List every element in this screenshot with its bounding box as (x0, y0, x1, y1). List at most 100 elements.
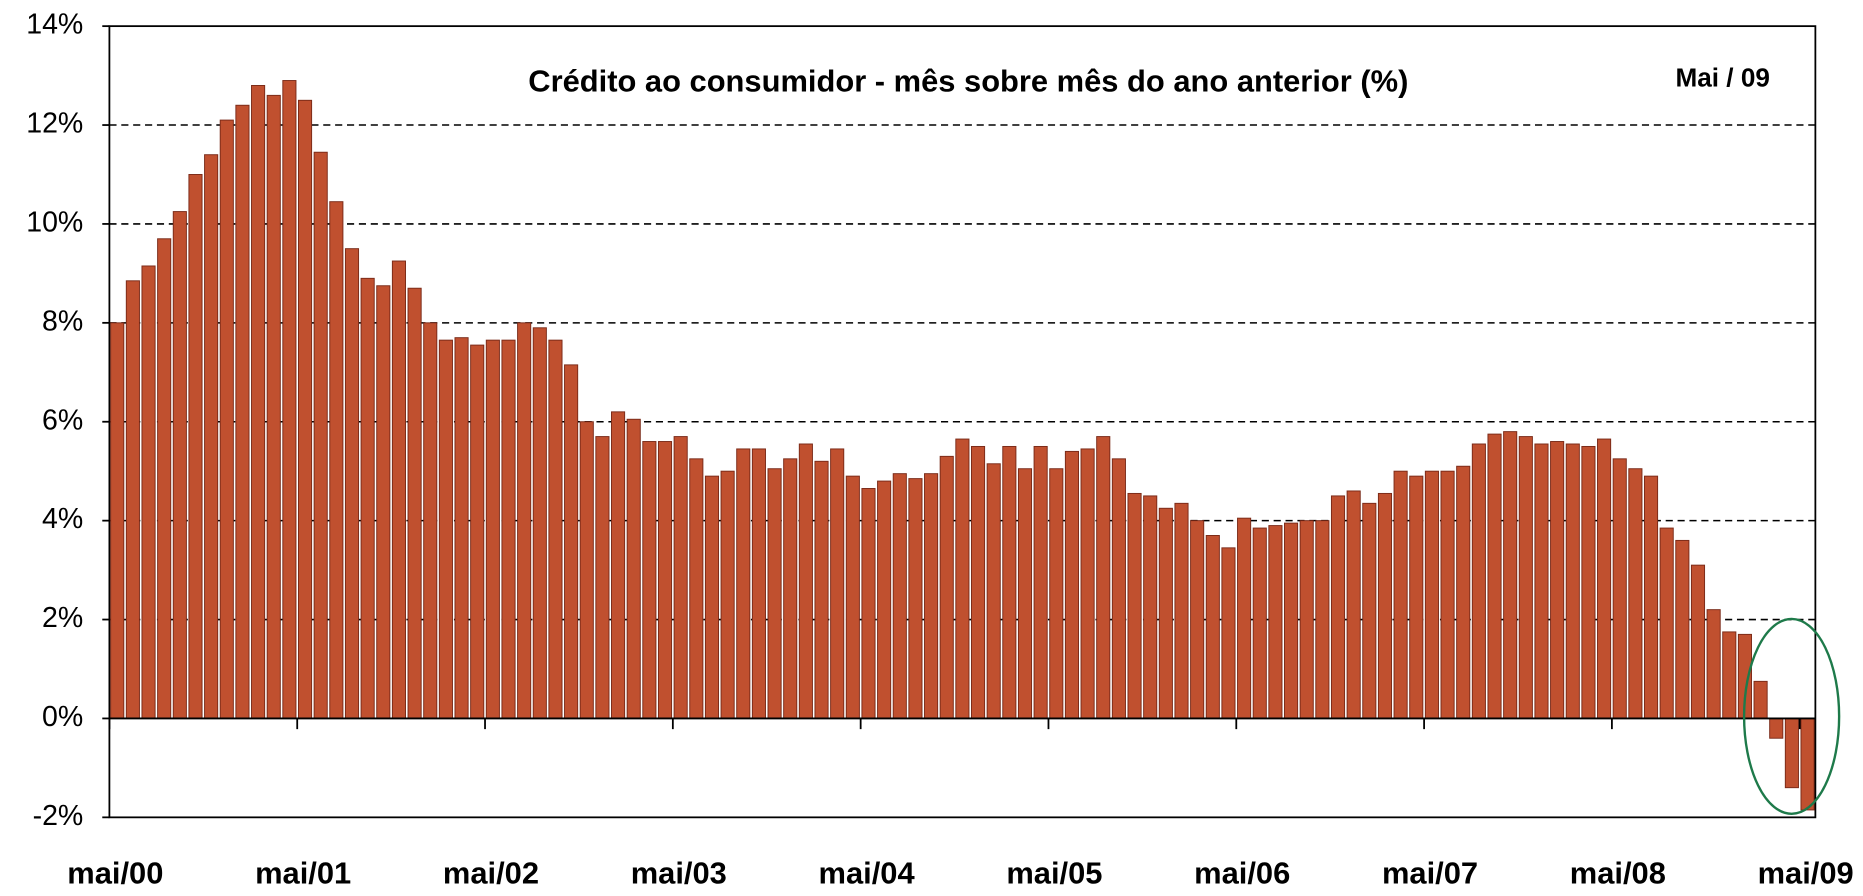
bar (423, 322, 438, 719)
bar (1205, 535, 1220, 719)
bar (1268, 525, 1283, 719)
bar (1800, 717, 1815, 811)
bar (1064, 450, 1079, 719)
x-tick-label: mai/05 (1006, 856, 1102, 891)
bar (798, 443, 813, 719)
bar (1299, 520, 1314, 719)
bar (204, 154, 219, 719)
bar (1424, 470, 1439, 719)
bar (329, 201, 344, 719)
bar (1518, 436, 1533, 719)
bar (282, 80, 297, 719)
bar (1784, 717, 1799, 789)
bar (1158, 507, 1173, 719)
bar (1049, 468, 1064, 719)
bar (1127, 492, 1142, 719)
bar (736, 448, 751, 719)
bar (1377, 492, 1393, 719)
bar (1409, 475, 1424, 719)
bar (830, 448, 845, 719)
y-tick-label: 8% (42, 305, 83, 337)
y-tick-label: 4% (42, 503, 83, 535)
bar (595, 436, 610, 719)
bar (1190, 520, 1205, 719)
bar (783, 458, 798, 719)
bar (391, 260, 406, 719)
bar (642, 441, 657, 719)
bar (689, 458, 704, 719)
bar (720, 470, 735, 719)
bar (219, 119, 234, 719)
bar (141, 265, 156, 719)
bar (407, 287, 422, 719)
y-tick-label: 10% (26, 206, 83, 238)
x-tick-label: mai/08 (1570, 856, 1666, 891)
bar (1722, 631, 1737, 719)
bar (1487, 433, 1502, 719)
bar (939, 455, 954, 719)
bar (501, 339, 516, 719)
bar (673, 436, 688, 719)
y-tick-label: 14% (26, 9, 83, 41)
bar (157, 238, 172, 719)
bar (438, 339, 453, 719)
x-tick-label: mai/06 (1194, 856, 1290, 891)
y-tick-label: 0% (42, 701, 83, 733)
bar (1111, 458, 1126, 719)
bar (1362, 502, 1377, 719)
bar (1143, 495, 1158, 719)
bar (110, 322, 125, 719)
bar (1675, 539, 1690, 719)
bar (704, 475, 720, 719)
bar (188, 174, 203, 719)
x-tick-label: mai/09 (1758, 856, 1854, 891)
bar (344, 248, 360, 719)
bar (1096, 436, 1111, 719)
bar (908, 478, 923, 719)
bar (376, 285, 391, 719)
bar (1659, 527, 1674, 719)
bar (955, 438, 970, 719)
y-tick-label: -2% (33, 800, 84, 832)
bar (454, 337, 469, 719)
bar (1690, 564, 1706, 719)
bar (861, 488, 876, 719)
bar (1221, 547, 1236, 719)
bar (970, 445, 986, 719)
bar (266, 94, 281, 719)
bar (1033, 445, 1048, 719)
bar (125, 280, 140, 719)
bar (1237, 517, 1252, 719)
bar (1017, 468, 1033, 719)
bar (751, 448, 766, 719)
bar (485, 339, 500, 719)
bar (845, 475, 860, 719)
x-tick-label: mai/04 (819, 856, 915, 891)
bar (877, 480, 892, 719)
bar (1706, 609, 1721, 719)
bar (360, 277, 375, 719)
bar (626, 418, 641, 719)
y-tick-label: 12% (26, 108, 83, 140)
bar (517, 322, 532, 719)
highlight-ellipse (1742, 617, 1841, 815)
bar (564, 364, 579, 719)
bar (814, 460, 829, 719)
bar (1456, 465, 1471, 719)
bar (1565, 443, 1580, 719)
bar (1393, 470, 1408, 719)
bar (1174, 502, 1189, 719)
x-tick-label: mai/00 (67, 856, 163, 891)
bar (579, 421, 594, 719)
bar (1503, 431, 1518, 719)
bar (172, 211, 187, 719)
x-tick-label: mai/01 (255, 856, 351, 891)
bar (1534, 443, 1549, 719)
bar (251, 85, 266, 719)
bar (1643, 475, 1659, 719)
bar (1440, 470, 1455, 719)
bar (892, 473, 907, 719)
bar (1581, 445, 1596, 719)
bar (1284, 522, 1299, 719)
